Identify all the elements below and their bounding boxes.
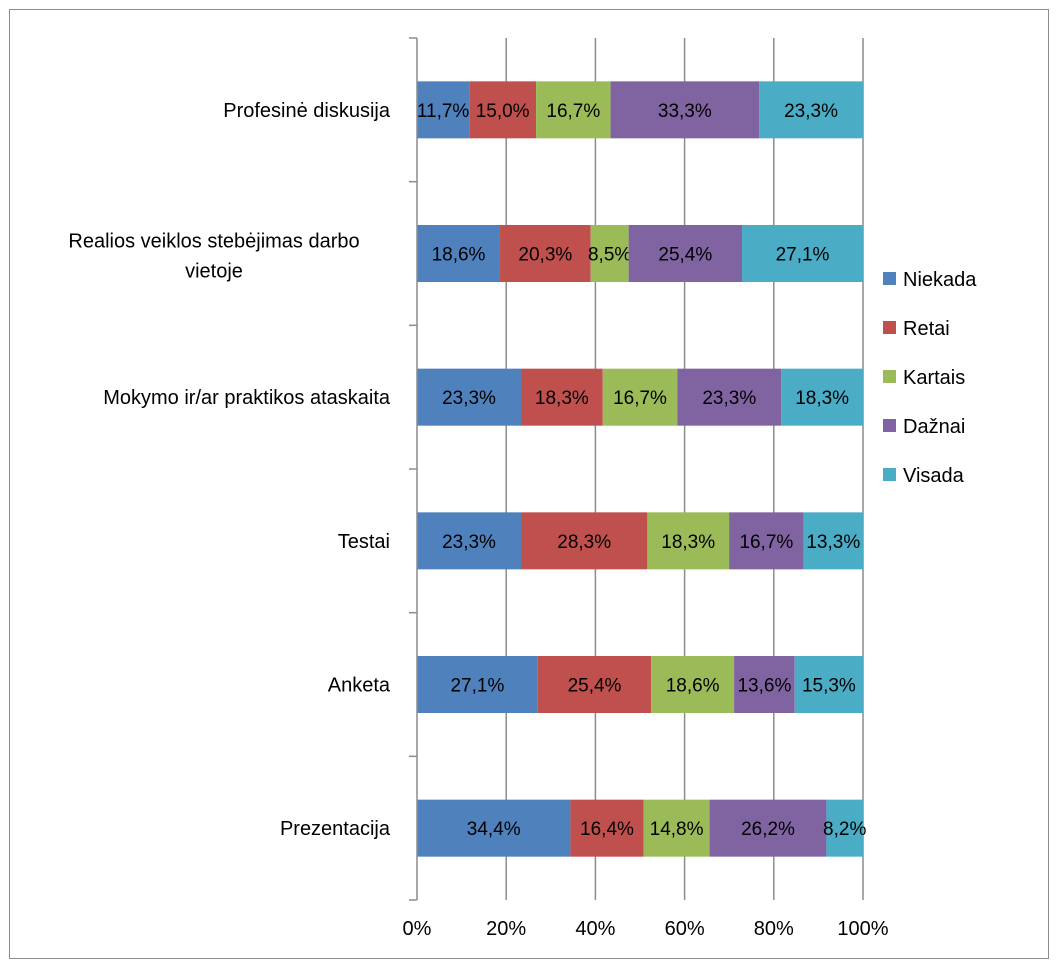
bar-segment — [729, 512, 804, 570]
bar-segment — [734, 656, 795, 713]
data-label: 16,7% — [739, 532, 793, 553]
x-tick-label: 40% — [575, 918, 615, 940]
bar-segment — [803, 512, 863, 570]
x-tick-label: 20% — [486, 918, 526, 940]
category-label: Prezentacija — [280, 818, 391, 840]
legend-swatch — [883, 419, 896, 432]
bar-segment — [417, 799, 571, 857]
legend-swatch — [883, 370, 896, 383]
gridlines — [505, 38, 864, 900]
bar-segment — [417, 81, 470, 139]
data-label: 18,3% — [535, 388, 589, 409]
data-label: 13,3% — [806, 532, 860, 553]
bar-segment — [651, 656, 735, 713]
bar-segment — [536, 81, 611, 139]
legend-swatch — [883, 468, 896, 481]
bar-segment — [628, 225, 743, 282]
data-label: 26,2% — [741, 819, 795, 840]
data-label: 20,3% — [518, 245, 572, 266]
bar-segment — [602, 368, 678, 426]
x-tick-label: 80% — [754, 918, 794, 940]
bar-segment — [826, 799, 863, 857]
data-label: 23,3% — [442, 388, 496, 409]
bar-segment — [537, 656, 652, 713]
bar-segment — [610, 81, 760, 139]
bar-segment — [570, 799, 644, 857]
data-label: 18,3% — [795, 388, 849, 409]
axes: 0% 20% 40% 60% 80% 100% Profesinė diskusija Rea… — [68, 37, 889, 940]
data-label: 18,6% — [666, 676, 720, 697]
data-label: 8,2% — [823, 819, 866, 840]
data-label: 27,1% — [776, 245, 830, 266]
bar-segment — [759, 81, 863, 139]
bar-segment — [781, 368, 863, 426]
data-label: 18,3% — [661, 532, 715, 553]
bar-segment — [469, 81, 537, 139]
bar-segment — [417, 512, 522, 570]
data-label: 25,4% — [658, 245, 712, 266]
data-label: 28,3% — [557, 532, 611, 553]
bar-segment — [521, 368, 603, 426]
x-tick-label: 100% — [837, 918, 888, 940]
data-label: 33,3% — [658, 101, 712, 122]
category-label: Profesinė diskusija — [223, 100, 391, 122]
legend-label: Niekada — [903, 269, 977, 291]
category-label: Anketa — [328, 675, 391, 697]
legend-label: Visada — [903, 465, 965, 487]
data-label: 16,4% — [580, 819, 634, 840]
bar-segment — [794, 656, 863, 713]
legend: Niekada Retai Kartais Dažnai Visada — [883, 269, 977, 487]
data-label: 16,7% — [613, 388, 667, 409]
bar-segment — [647, 512, 730, 570]
bar-segment — [417, 368, 522, 426]
data-label: 25,4% — [568, 676, 622, 697]
legend-swatch — [883, 272, 896, 285]
legend-label: Dažnai — [903, 416, 965, 438]
bar-segment — [677, 368, 782, 426]
data-label: 13,6% — [737, 676, 791, 697]
bar-segment — [521, 512, 648, 570]
x-tick-label: 0% — [403, 918, 432, 940]
data-label: 23,3% — [784, 101, 838, 122]
data-label: 11,7% — [417, 101, 470, 122]
bar-segment — [742, 225, 863, 282]
data-label: 34,4% — [467, 819, 521, 840]
bar-segment — [417, 656, 538, 713]
category-label: Realios veiklos stebėjimas darbo vietoje — [68, 231, 359, 283]
data-label: 27,1% — [450, 676, 504, 697]
x-tick-label: 60% — [665, 918, 705, 940]
legend-label: Retai — [903, 318, 950, 340]
bar-segment — [643, 799, 710, 857]
category-label: Mokymo ir/ar praktikos ataskaita — [103, 387, 391, 409]
bar-segment — [500, 225, 591, 282]
data-label: 15,3% — [802, 676, 856, 697]
bar-segment — [709, 799, 827, 857]
data-label: 8,5% — [588, 245, 631, 266]
bar-segment — [590, 225, 629, 282]
data-label: 16,7% — [546, 101, 600, 122]
data-label: 23,3% — [442, 532, 496, 553]
data-label: 23,3% — [702, 388, 756, 409]
legend-label: Kartais — [903, 367, 965, 389]
category-label: Testai — [338, 531, 390, 553]
bars: 11,7% 15,0% 16,7% 33,3% 23,3% 18,6% 20,3% 8,5% 2… — [417, 81, 866, 857]
data-label: 15,0% — [476, 101, 530, 122]
legend-swatch — [883, 321, 896, 334]
data-label: 18,6% — [432, 245, 486, 266]
data-label: 14,8% — [650, 819, 704, 840]
bar-segment — [417, 225, 501, 282]
